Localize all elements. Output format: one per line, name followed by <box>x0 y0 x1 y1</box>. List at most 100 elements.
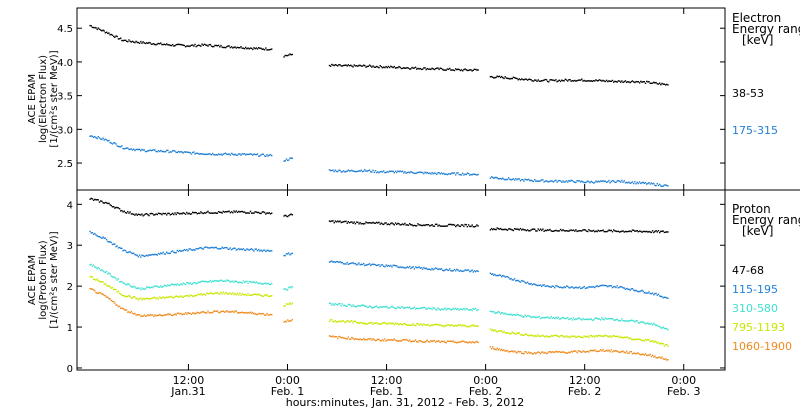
data-point <box>166 214 168 216</box>
data-point <box>208 247 210 249</box>
data-point <box>655 292 657 295</box>
data-point <box>518 280 520 283</box>
data-point <box>636 181 638 184</box>
data-point <box>233 247 235 249</box>
data-point <box>412 340 414 342</box>
data-point <box>217 210 220 213</box>
data-point <box>542 351 544 353</box>
data-point <box>219 46 221 48</box>
data-point <box>536 316 538 318</box>
data-point <box>438 308 440 310</box>
data-point <box>429 225 431 227</box>
data-point <box>625 336 628 338</box>
data-point <box>222 291 224 293</box>
data-point <box>397 170 399 172</box>
data-point <box>346 222 348 224</box>
data-point <box>655 341 657 343</box>
data-point <box>522 280 524 282</box>
data-point <box>122 282 124 284</box>
data-point <box>517 314 519 316</box>
data-point <box>430 269 432 271</box>
data-point <box>107 273 109 275</box>
data-point <box>464 341 466 343</box>
data-point <box>555 79 557 81</box>
data-point <box>245 249 247 252</box>
data-point <box>526 334 529 337</box>
data-point <box>192 211 194 213</box>
data-point <box>222 46 224 49</box>
data-point <box>350 338 352 340</box>
data-point <box>227 293 229 295</box>
data-point <box>528 334 530 337</box>
data-point <box>602 348 604 351</box>
data-point <box>506 313 509 316</box>
data-point <box>107 202 109 205</box>
data-point <box>447 340 450 342</box>
data-point <box>568 230 570 232</box>
data-point <box>202 293 204 295</box>
data-point <box>207 292 209 295</box>
data-point <box>328 302 331 304</box>
data-point <box>534 283 536 285</box>
data-point <box>664 358 667 360</box>
data-point <box>597 285 599 288</box>
data-point <box>638 322 641 324</box>
data-point <box>637 182 640 185</box>
data-point <box>186 45 188 47</box>
data-point <box>634 81 636 84</box>
data-point <box>217 153 220 155</box>
data-point <box>373 306 375 308</box>
data-point <box>656 183 658 185</box>
data-point <box>539 284 542 286</box>
data-point <box>609 229 611 232</box>
data-point <box>613 229 615 231</box>
data-point <box>347 336 349 338</box>
data-point <box>219 153 221 156</box>
data-point <box>190 213 193 215</box>
data-point <box>385 322 387 324</box>
data-point <box>120 293 122 295</box>
data-point <box>175 151 177 154</box>
data-point <box>246 153 248 155</box>
data-point <box>130 310 133 313</box>
data-point <box>623 80 625 83</box>
data-point <box>617 335 620 338</box>
data-point <box>263 211 266 214</box>
data-point <box>528 283 530 285</box>
data-point <box>643 354 645 356</box>
data-point <box>97 199 99 201</box>
data-point <box>413 224 416 227</box>
data-point <box>439 67 441 69</box>
data-point <box>136 254 138 257</box>
data-point <box>133 252 135 254</box>
data-point <box>615 319 617 321</box>
data-point <box>609 318 611 320</box>
data-point <box>537 180 539 182</box>
data-point <box>289 286 291 288</box>
data-point <box>526 179 529 181</box>
data-point <box>457 68 459 70</box>
data-point <box>149 42 151 44</box>
data-point <box>255 293 258 296</box>
data-point <box>335 336 338 338</box>
data-point <box>648 291 650 293</box>
data-point <box>554 79 556 82</box>
data-point <box>394 322 397 324</box>
data-point <box>646 183 648 185</box>
data-point <box>462 270 464 273</box>
data-point <box>285 158 288 160</box>
data-point <box>427 341 430 343</box>
data-point <box>616 81 618 83</box>
data-point <box>242 211 245 213</box>
data-point <box>427 268 430 270</box>
data-point <box>261 295 263 297</box>
data-point <box>204 153 207 156</box>
data-point <box>371 263 373 266</box>
data-point <box>346 305 348 307</box>
data-point <box>633 81 635 83</box>
data-point <box>142 315 144 317</box>
data-point <box>496 75 498 77</box>
data-point <box>614 230 616 232</box>
data-point <box>411 66 413 69</box>
data-point <box>115 277 117 280</box>
